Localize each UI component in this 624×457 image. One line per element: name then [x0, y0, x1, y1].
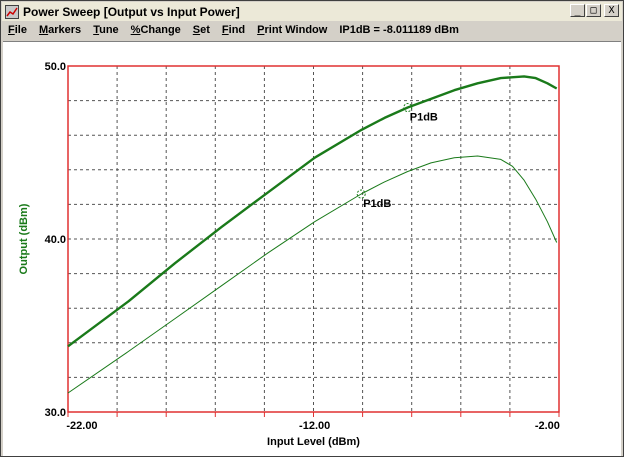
menu-tune[interactable]: Tune — [93, 24, 119, 36]
ip1db-readout: IP1dB = -8.011189 dBm — [339, 24, 459, 36]
close-button[interactable]: X — [604, 4, 619, 17]
y-axis-title: Output (dBm) — [18, 203, 30, 274]
p1db-marker-label: P1dB — [363, 198, 391, 210]
p1db-marker — [356, 189, 366, 199]
x-axis-title: Input Level (dBm) — [267, 436, 360, 448]
title-bar[interactable]: Power Sweep [Output vs Input Power] _ □ … — [2, 2, 622, 21]
maximize-button[interactable]: □ — [586, 4, 601, 17]
power-sweep-chart: P1dB P1dB 30.0 40.0 50.0 -22.00 -12.00 -2.00 Inp… — [18, 61, 560, 448]
menu-percent-change[interactable]: %Change — [130, 24, 181, 36]
plot-area[interactable]: P1dB P1dB 30.0 40.0 50.0 -22.00 -12.00 -2.00 Inp… — [3, 41, 621, 456]
app-icon — [5, 4, 19, 19]
menu-bar: File Markers Tune %Change Set Find Print… — [2, 21, 622, 39]
trace-thin — [67, 155, 558, 394]
menu-file[interactable]: File — [8, 24, 27, 36]
x-tick-label: -22.00 — [66, 420, 97, 432]
x-tick-label: -12.00 — [299, 420, 330, 432]
menu-find[interactable]: Find — [221, 24, 246, 36]
menu-set[interactable]: Set — [192, 24, 210, 36]
menu-print-window[interactable]: Print Window — [257, 24, 328, 36]
trace-thick — [67, 75, 558, 348]
p1db-marker — [403, 103, 413, 113]
p1db-marker-label: P1dB — [410, 112, 438, 124]
minimize-button[interactable]: _ — [570, 4, 585, 17]
window-title: Power Sweep [Output vs Input Power] — [23, 4, 240, 19]
y-tick-label: 50.0 — [45, 61, 66, 73]
y-tick-label: 30.0 — [45, 407, 66, 419]
y-tick-label: 40.0 — [45, 234, 66, 246]
menu-markers[interactable]: Markers — [38, 24, 82, 36]
x-tick-label: -2.00 — [535, 420, 560, 432]
